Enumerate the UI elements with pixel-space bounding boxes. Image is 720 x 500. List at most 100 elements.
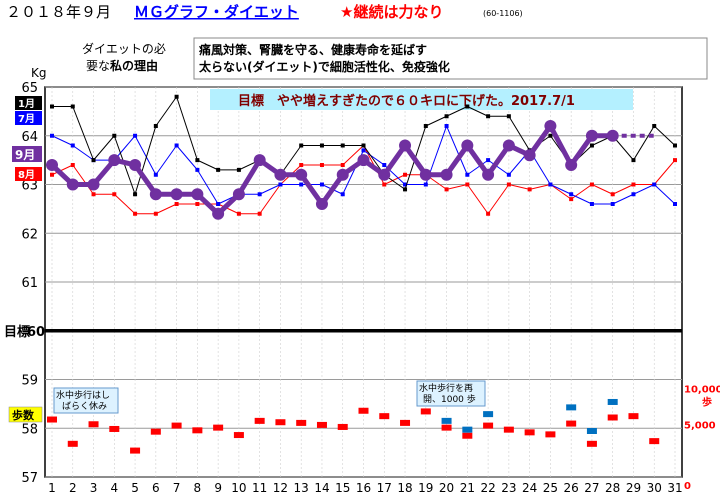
data-point <box>590 183 594 187</box>
data-point <box>465 173 469 177</box>
graph-title-link[interactable]: ＭＧグラフ・ダイエット <box>134 3 299 21</box>
data-point <box>548 183 552 187</box>
step-marker-red <box>89 421 99 427</box>
reason-text-line2: 太らない(ダイエット)で細胞活性化、免疫強化 <box>199 59 450 74</box>
y-tick-label: 59 <box>21 374 38 389</box>
data-point <box>362 148 366 152</box>
data-point <box>341 144 345 148</box>
data-point <box>71 144 75 148</box>
step-marker-red <box>525 429 535 435</box>
data-point <box>569 192 573 196</box>
data-point <box>171 188 183 200</box>
data-point <box>320 144 324 148</box>
reason-text-line1: 痛風対策、腎臓を守る、健康寿命を延ばす <box>198 42 427 57</box>
data-point <box>424 124 428 128</box>
step-marker-red <box>275 419 285 425</box>
steps-axis: 10,000歩5,0000 <box>684 385 720 493</box>
data-point <box>362 144 366 148</box>
data-point <box>67 179 79 191</box>
label-7: 7月 <box>18 113 35 125</box>
x-tick-label: 7 <box>173 481 181 495</box>
data-point <box>92 192 96 196</box>
x-tick-label: 3 <box>90 481 98 495</box>
data-point <box>154 173 158 177</box>
x-tick-label: 5 <box>131 481 139 495</box>
steps-axis-unit: 歩 <box>702 396 712 409</box>
y-tick-label: 62 <box>21 227 38 242</box>
data-point <box>565 159 577 171</box>
x-tick-label: 27 <box>584 481 599 495</box>
data-point <box>278 183 282 187</box>
steps-axis-10000: 10,000歩 <box>684 385 720 409</box>
step-marker-red <box>379 413 389 419</box>
x-tick-label: 12 <box>273 481 288 495</box>
tagline: ★継続は力なり <box>340 3 443 21</box>
data-point <box>216 168 220 172</box>
data-point <box>295 169 307 181</box>
data-point <box>507 183 511 187</box>
data-point <box>465 183 469 187</box>
target-label: 目標 <box>4 324 30 340</box>
step-marker-red <box>213 425 223 431</box>
step-marker-blue <box>587 428 597 434</box>
data-point <box>461 140 473 152</box>
step-marker-red <box>421 408 431 414</box>
x-tick-label: 1 <box>48 481 56 495</box>
x-tick-label: 29 <box>626 481 641 495</box>
data-point <box>258 192 262 196</box>
note-rest-text: 水中歩行はし ばらく休み <box>56 389 113 412</box>
x-tick-labels: 1234567891011121314151617181920212223242… <box>48 481 682 495</box>
data-point <box>486 114 490 118</box>
y-tick-label: 64 <box>21 130 38 145</box>
data-point <box>175 202 179 206</box>
data-point <box>154 212 158 216</box>
step-marker-red <box>483 423 493 429</box>
step-marker-blue <box>462 427 472 433</box>
data-point <box>482 169 494 181</box>
step-marker-blue <box>566 404 576 410</box>
step-marker-red <box>109 426 119 432</box>
reason-label-bold: 私の理由 <box>109 58 158 73</box>
step-marker-red <box>151 429 161 435</box>
step-marker-red <box>338 424 348 430</box>
data-point <box>445 187 449 191</box>
data-point <box>544 120 556 132</box>
data-point <box>154 124 158 128</box>
data-point <box>341 163 345 167</box>
x-tick-label: 4 <box>110 481 118 495</box>
data-point <box>237 212 241 216</box>
data-point <box>191 188 203 200</box>
steps-label: 歩数 <box>12 408 35 422</box>
data-point <box>673 144 677 148</box>
data-point <box>424 183 428 187</box>
data-point <box>129 159 141 171</box>
data-point <box>108 154 120 166</box>
goal-banner-text: 目標 やや増えすぎたので６０キロに下げた。2017.7/1 <box>238 93 575 109</box>
data-point <box>133 212 137 216</box>
data-point <box>507 173 511 177</box>
step-marker-red <box>608 415 618 421</box>
data-point <box>299 183 303 187</box>
x-tick-label: 18 <box>397 481 412 495</box>
data-point <box>507 114 511 118</box>
data-point <box>216 202 220 206</box>
step-marker-red <box>504 427 514 433</box>
step-marker-red <box>234 432 244 438</box>
x-tick-label: 6 <box>152 481 160 495</box>
data-point <box>403 173 407 177</box>
data-point <box>150 188 162 200</box>
data-point <box>486 158 490 162</box>
data-point <box>175 144 179 148</box>
x-tick-label: 8 <box>194 481 202 495</box>
data-point <box>528 187 532 191</box>
data-point <box>590 144 594 148</box>
data-point <box>399 140 411 152</box>
x-tick-label: 26 <box>564 481 579 495</box>
data-point <box>445 114 449 118</box>
data-point <box>212 208 224 220</box>
data-point <box>233 188 245 200</box>
x-tick-label: 21 <box>460 481 475 495</box>
data-point <box>611 202 615 206</box>
data-point <box>503 140 515 152</box>
